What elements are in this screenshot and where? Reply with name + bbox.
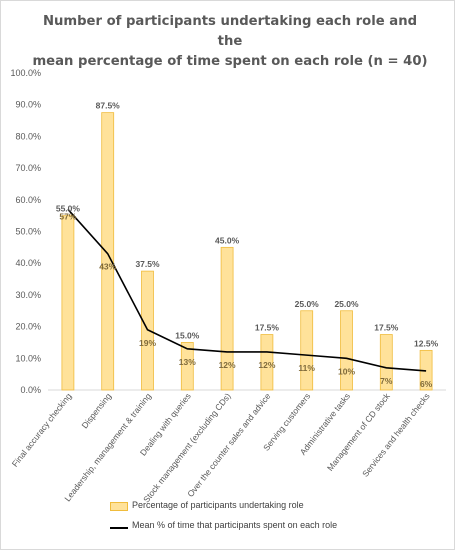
bar-data-label: 87.5% [96,101,121,111]
y-tick-label: 40.0% [15,258,41,268]
bar-data-label: 25.0% [295,299,320,309]
legend-label-bar: Percentage of participants undertaking r… [132,500,304,510]
bar-data-label: 25.0% [334,299,359,309]
x-tick-label: Final accuracy checking [10,391,74,469]
y-tick-label: 100.0% [10,68,41,78]
line-data-label: 11% [298,363,315,373]
bar [300,310,314,391]
line-data-label: 7% [380,376,393,386]
y-tick-label: 20.0% [15,322,41,332]
bar-data-label: 17.5% [374,323,399,333]
y-tick-label: 60.0% [15,195,41,205]
x-tick-label: Stock management (excluding CDs) [141,391,233,505]
bar-data-label: 55.0% [56,204,81,214]
line-data-label: 12% [258,360,275,370]
chart-title: Number of participants undertaking each … [30,12,430,72]
legend-swatch-line [110,527,128,529]
line-data-label: 12% [219,360,236,370]
line-data-label: 13% [179,357,196,367]
x-tick-label: Leadership, management & training [62,391,153,503]
bar [260,334,274,391]
x-tick-label: Over the counter sales and advice [185,391,272,499]
y-tick-label: 80.0% [15,131,41,141]
line-data-label: 57% [59,211,76,221]
y-tick-label: 10.0% [15,353,41,363]
line-data-label: 6% [420,379,433,389]
y-tick-label: 0.0% [20,385,41,395]
x-tick-label: Services and health checks [360,391,432,479]
y-tick-label: 50.0% [15,227,41,237]
bar-data-label: 12.5% [414,338,439,348]
x-tick-label: Dispensing [79,391,113,431]
bar-data-label: 17.5% [255,323,280,333]
y-tick-label: 70.0% [15,163,41,173]
bar-data-label: 15.0% [175,330,200,340]
line-data-label: 19% [139,338,156,348]
y-tick-label: 90.0% [15,100,41,110]
line-data-label: 43% [99,262,116,272]
bar [220,246,234,391]
bar [340,310,353,391]
bar [379,334,393,391]
line-series [67,208,427,372]
chart-title-line-2: mean percentage of time spent on each ro… [32,54,428,69]
bar [101,112,115,391]
bar [61,215,75,391]
bar [180,342,194,391]
chart-title-line-1: Number of participants undertaking each … [42,14,418,49]
bar-data-label: 45.0% [215,235,240,245]
y-tick-label: 30.0% [15,290,41,300]
legend-swatch-bar [110,502,128,511]
line-data-label: 10% [338,366,355,376]
bar-data-label: 37.5% [135,259,160,269]
legend-label-line: Mean % of time that participants spent o… [132,520,338,530]
